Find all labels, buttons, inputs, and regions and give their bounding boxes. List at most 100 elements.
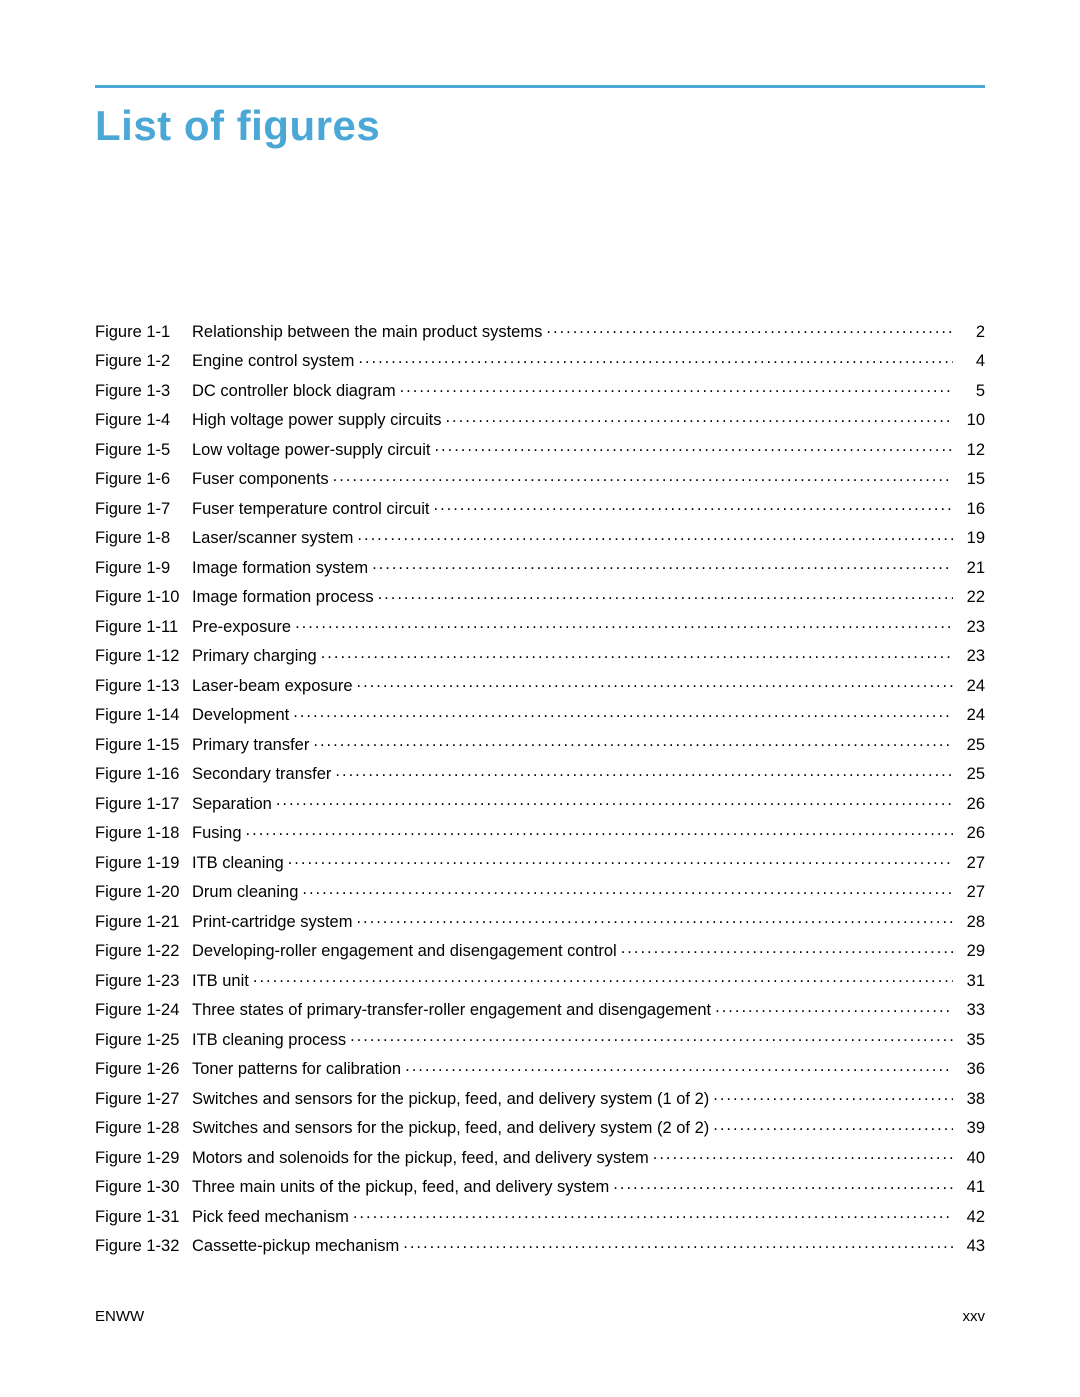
figure-title: Separation — [192, 796, 276, 813]
footer-left: ENWW — [95, 1308, 144, 1325]
page-number: 27 — [953, 884, 985, 901]
figure-title: Engine control system — [192, 353, 358, 370]
figure-title: Development — [192, 707, 293, 724]
toc-row: Figure 1-2Engine control system4 — [95, 350, 985, 370]
page-title: List of figures — [95, 102, 985, 150]
figure-label: Figure 1-13 — [95, 678, 192, 695]
toc-row: Figure 1-7Fuser temperature control circ… — [95, 497, 985, 517]
figure-title: Laser/scanner system — [192, 530, 357, 547]
dot-leader — [434, 497, 953, 514]
figure-title: Pre-exposure — [192, 619, 295, 636]
figure-title: Laser-beam exposure — [192, 678, 357, 695]
page-number: 25 — [953, 766, 985, 783]
toc-row: Figure 1-5Low voltage power-supply circu… — [95, 438, 985, 458]
figure-title: Image formation process — [192, 589, 378, 606]
page-number: 25 — [953, 737, 985, 754]
toc-row: Figure 1-29Motors and solenoids for the … — [95, 1146, 985, 1166]
figure-title: Motors and solenoids for the pickup, fee… — [192, 1150, 653, 1167]
figure-label: Figure 1-23 — [95, 973, 192, 990]
toc-row: Figure 1-18Fusing26 — [95, 822, 985, 842]
page-number: 24 — [953, 678, 985, 695]
figure-label: Figure 1-5 — [95, 442, 192, 459]
figure-title: Fuser components — [192, 471, 333, 488]
page-number: 26 — [953, 825, 985, 842]
figure-label: Figure 1-15 — [95, 737, 192, 754]
figure-title: DC controller block diagram — [192, 383, 400, 400]
page-number: 2 — [953, 324, 985, 341]
figure-title: Primary transfer — [192, 737, 313, 754]
dot-leader — [621, 940, 953, 957]
toc-row: Figure 1-10Image formation process22 — [95, 586, 985, 606]
figure-title: Toner patterns for calibration — [192, 1061, 405, 1078]
toc-row: Figure 1-30Three main units of the picku… — [95, 1176, 985, 1196]
toc-row: Figure 1-16Secondary transfer 25 — [95, 763, 985, 783]
accent-rule — [95, 85, 985, 88]
toc-row: Figure 1-19ITB cleaning27 — [95, 851, 985, 871]
figure-title: Secondary transfer — [192, 766, 335, 783]
figure-label: Figure 1-3 — [95, 383, 192, 400]
figure-title: Cassette-pickup mechanism — [192, 1238, 403, 1255]
figure-label: Figure 1-6 — [95, 471, 192, 488]
figure-label: Figure 1-9 — [95, 560, 192, 577]
toc-row: Figure 1-4High voltage power supply circ… — [95, 409, 985, 429]
figure-title: Print-cartridge system — [192, 914, 356, 931]
dot-leader — [358, 350, 953, 367]
document-page: List of figures Figure 1-1Relationship b… — [0, 0, 1080, 1397]
dot-leader — [246, 822, 953, 839]
toc-row: Figure 1-11Pre-exposure23 — [95, 615, 985, 635]
dot-leader — [653, 1146, 953, 1163]
dot-leader — [713, 1087, 953, 1104]
page-number: 40 — [953, 1150, 985, 1167]
figure-label: Figure 1-22 — [95, 943, 192, 960]
figure-title: Switches and sensors for the pickup, fee… — [192, 1120, 713, 1137]
figure-label: Figure 1-10 — [95, 589, 192, 606]
dot-leader — [405, 1058, 953, 1075]
figure-label: Figure 1-16 — [95, 766, 192, 783]
figure-title: Switches and sensors for the pickup, fee… — [192, 1091, 713, 1108]
page-number: 26 — [953, 796, 985, 813]
figure-title: Primary charging — [192, 648, 321, 665]
figure-label: Figure 1-19 — [95, 855, 192, 872]
dot-leader — [302, 881, 953, 898]
figure-title: Relationship between the main product sy… — [192, 324, 546, 341]
dot-leader — [333, 468, 953, 485]
figure-label: Figure 1-29 — [95, 1150, 192, 1167]
dot-leader — [403, 1235, 953, 1252]
dot-leader — [356, 910, 953, 927]
page-number: 42 — [953, 1209, 985, 1226]
page-number: 5 — [953, 383, 985, 400]
figure-title: ITB unit — [192, 973, 253, 990]
toc-row: Figure 1-26Toner patterns for calibratio… — [95, 1058, 985, 1078]
toc-row: Figure 1-17Separation26 — [95, 792, 985, 812]
dot-leader — [434, 438, 953, 455]
dot-leader — [713, 1117, 953, 1134]
toc-row: Figure 1-21Print-cartridge system28 — [95, 910, 985, 930]
figure-title: Fuser temperature control circuit — [192, 501, 434, 518]
figure-label: Figure 1-25 — [95, 1032, 192, 1049]
page-number: 33 — [953, 1002, 985, 1019]
toc-row: Figure 1-28Switches and sensors for the … — [95, 1117, 985, 1137]
figure-label: Figure 1-14 — [95, 707, 192, 724]
figure-title: Drum cleaning — [192, 884, 302, 901]
page-number: 38 — [953, 1091, 985, 1108]
toc-row: Figure 1-1Relationship between the main … — [95, 320, 985, 340]
toc-row: Figure 1-25ITB cleaning process35 — [95, 1028, 985, 1048]
dot-leader — [357, 527, 953, 544]
list-of-figures: Figure 1-1Relationship between the main … — [95, 320, 985, 1255]
page-number: 29 — [953, 943, 985, 960]
toc-row: Figure 1-23ITB unit31 — [95, 969, 985, 989]
page-footer: ENWW xxv — [95, 1308, 985, 1325]
toc-row: Figure 1-12Primary charging23 — [95, 645, 985, 665]
page-number: 27 — [953, 855, 985, 872]
figure-title: High voltage power supply circuits — [192, 412, 445, 429]
toc-row: Figure 1-15Primary transfer 25 — [95, 733, 985, 753]
dot-leader — [335, 763, 953, 780]
page-number: 16 — [953, 501, 985, 518]
toc-row: Figure 1-20Drum cleaning27 — [95, 881, 985, 901]
figure-label: Figure 1-27 — [95, 1091, 192, 1108]
figure-label: Figure 1-11 — [95, 619, 192, 636]
toc-row: Figure 1-8Laser/scanner system19 — [95, 527, 985, 547]
page-number: 43 — [953, 1238, 985, 1255]
page-number: 15 — [953, 471, 985, 488]
page-number: 28 — [953, 914, 985, 931]
